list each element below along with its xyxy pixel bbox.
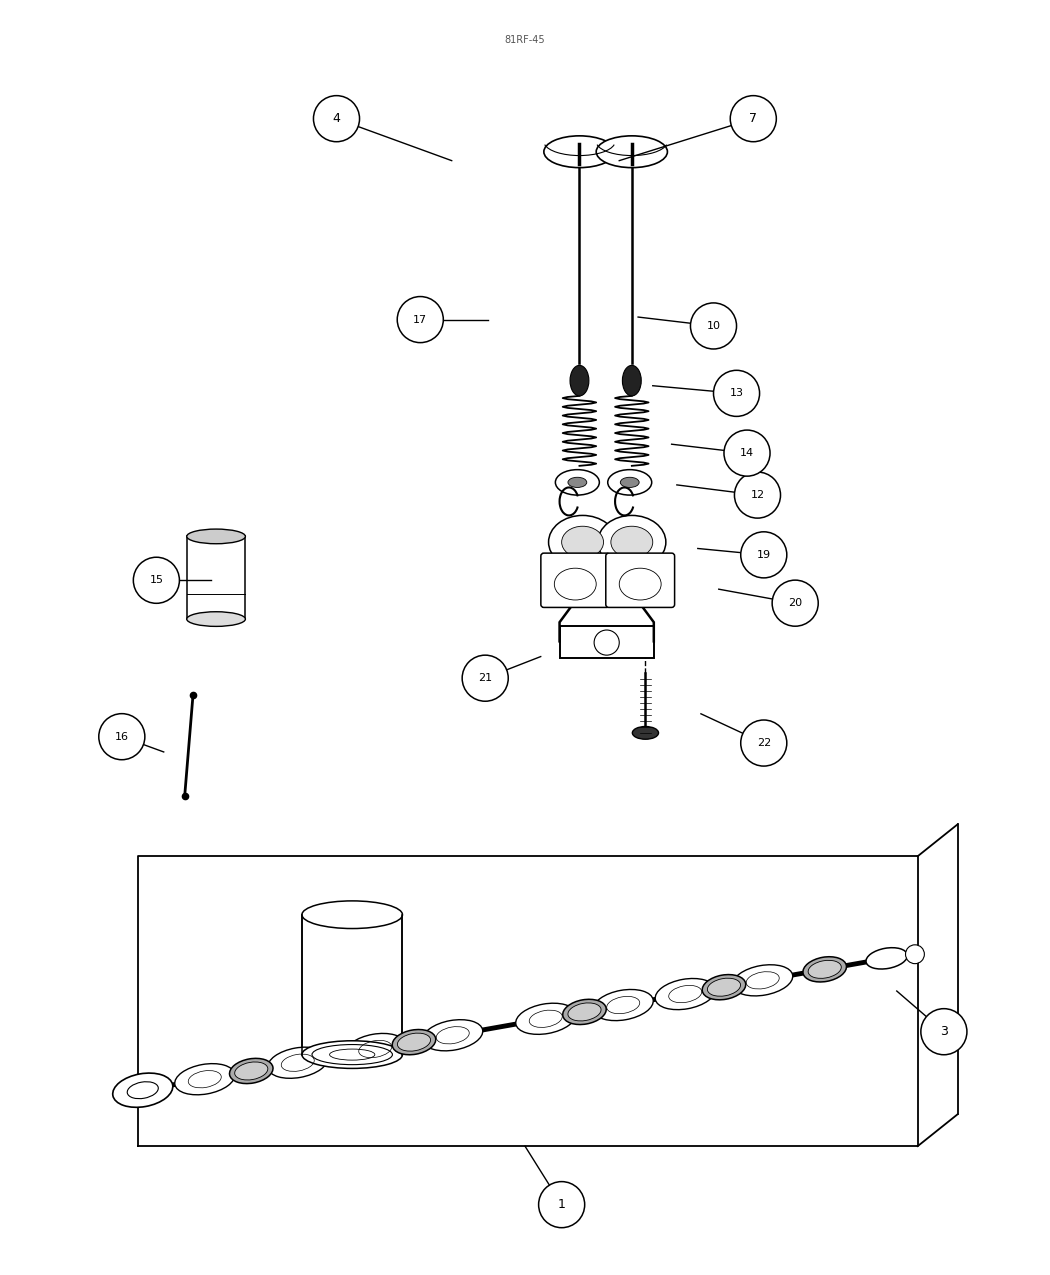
Text: 4: 4 — [333, 112, 340, 125]
Circle shape — [730, 96, 776, 142]
Text: 10: 10 — [707, 321, 720, 332]
Text: 12: 12 — [751, 490, 764, 500]
Ellipse shape — [611, 527, 653, 558]
Text: 22: 22 — [757, 738, 771, 748]
Text: 15: 15 — [149, 575, 164, 585]
Ellipse shape — [733, 965, 793, 996]
Ellipse shape — [268, 1047, 328, 1079]
Bar — [187, 537, 246, 620]
Text: 14: 14 — [740, 448, 754, 458]
Ellipse shape — [516, 1003, 575, 1034]
Circle shape — [397, 297, 443, 343]
Ellipse shape — [570, 366, 589, 397]
Ellipse shape — [568, 1003, 601, 1021]
Ellipse shape — [632, 727, 658, 739]
Ellipse shape — [398, 1033, 430, 1051]
Ellipse shape — [187, 529, 246, 543]
Ellipse shape — [302, 1040, 402, 1068]
Ellipse shape — [655, 978, 715, 1010]
Ellipse shape — [174, 1063, 235, 1095]
Ellipse shape — [597, 515, 666, 569]
Ellipse shape — [596, 136, 668, 167]
Polygon shape — [138, 857, 918, 1146]
Circle shape — [734, 472, 780, 518]
Ellipse shape — [621, 477, 639, 487]
Circle shape — [740, 720, 786, 766]
Ellipse shape — [544, 136, 615, 167]
Circle shape — [772, 580, 818, 626]
Bar — [302, 914, 402, 1054]
Ellipse shape — [593, 989, 653, 1020]
Text: 3: 3 — [940, 1025, 948, 1038]
Ellipse shape — [702, 974, 746, 1000]
FancyBboxPatch shape — [541, 553, 610, 607]
Circle shape — [714, 370, 759, 417]
Text: 81RF-45: 81RF-45 — [505, 34, 545, 45]
Circle shape — [723, 430, 770, 476]
Circle shape — [740, 532, 786, 578]
Ellipse shape — [562, 527, 604, 558]
Ellipse shape — [568, 477, 587, 487]
Circle shape — [594, 630, 620, 655]
Text: 1: 1 — [558, 1198, 566, 1211]
Ellipse shape — [235, 1062, 268, 1080]
Ellipse shape — [563, 1000, 606, 1025]
Circle shape — [905, 945, 924, 964]
Text: 7: 7 — [750, 112, 757, 125]
Text: 21: 21 — [478, 673, 492, 683]
Ellipse shape — [808, 960, 841, 978]
Circle shape — [539, 1182, 585, 1228]
Ellipse shape — [423, 1020, 483, 1051]
Ellipse shape — [803, 956, 846, 982]
Circle shape — [691, 303, 736, 349]
Circle shape — [921, 1009, 967, 1054]
Text: 13: 13 — [730, 389, 743, 398]
Circle shape — [462, 655, 508, 701]
Ellipse shape — [708, 978, 740, 996]
Ellipse shape — [393, 1029, 436, 1054]
Circle shape — [99, 714, 145, 760]
Ellipse shape — [555, 469, 600, 495]
Ellipse shape — [548, 515, 616, 569]
FancyBboxPatch shape — [606, 553, 674, 607]
Ellipse shape — [608, 469, 652, 495]
Text: 17: 17 — [414, 315, 427, 325]
Text: 19: 19 — [757, 550, 771, 560]
Text: 20: 20 — [789, 598, 802, 608]
Ellipse shape — [127, 1081, 159, 1099]
Ellipse shape — [623, 366, 642, 397]
Ellipse shape — [345, 1034, 405, 1065]
Ellipse shape — [230, 1058, 273, 1084]
Text: 16: 16 — [114, 732, 129, 742]
Ellipse shape — [302, 901, 402, 928]
Ellipse shape — [187, 612, 246, 626]
Circle shape — [133, 557, 180, 603]
Ellipse shape — [866, 947, 907, 969]
Bar — [560, 626, 654, 658]
Circle shape — [314, 96, 359, 142]
Ellipse shape — [112, 1074, 173, 1107]
